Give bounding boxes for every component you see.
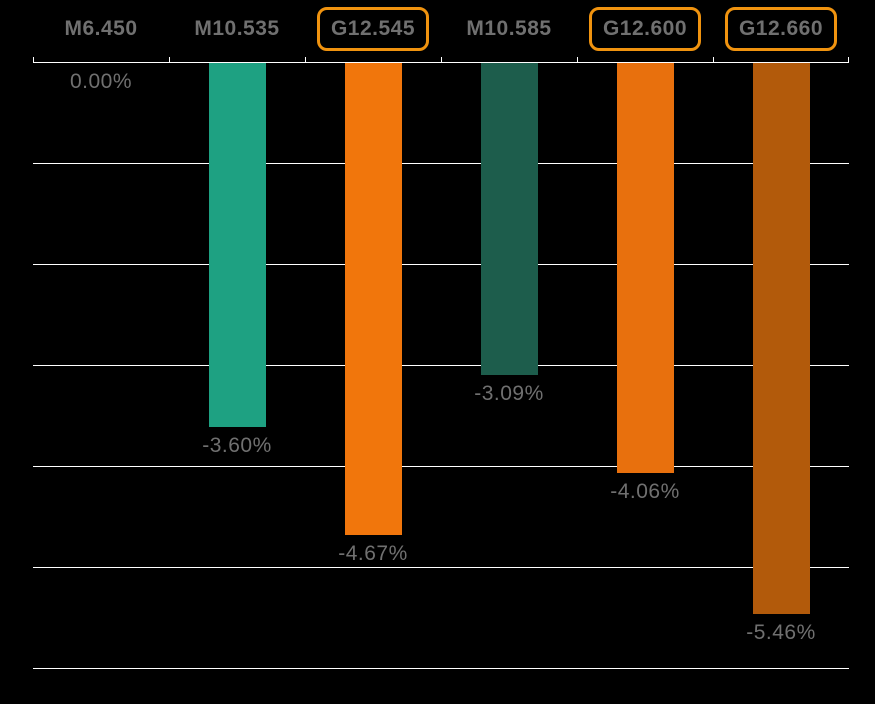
bar-value-label-M6.450: 0.00% (69, 70, 133, 93)
category-label-G12.600-highlighted: G12.600 (588, 7, 702, 51)
gridline (33, 365, 849, 366)
plot-area: 0.00% -3.60% -4.67% -3.09% -4.06% -5.46% (33, 57, 849, 669)
category-label-M6.450: M6.450 (64, 17, 138, 40)
axis-tick (577, 57, 578, 62)
category-label-G12.660-highlighted: G12.660 (724, 7, 838, 51)
category-cell: G12.660 (713, 0, 849, 58)
category-label-G12.545-highlighted: G12.545 (316, 7, 430, 51)
bar-value-label-G12.545: -4.67% (338, 541, 408, 565)
axis-tick (169, 57, 170, 62)
category-label-M10.585: M10.585 (466, 17, 552, 40)
category-cell: G12.600 (577, 0, 713, 58)
bar-M10.585 (480, 63, 538, 376)
category-cell: M10.585 (441, 0, 577, 58)
bar-value-label-G12.660: -5.46% (746, 621, 816, 645)
bar-value-label-G12.600: -4.06% (610, 480, 680, 504)
gridline (33, 466, 849, 467)
gridline (33, 668, 849, 669)
axis-tick (441, 57, 442, 62)
gridline (33, 567, 849, 568)
axis-tick (33, 57, 34, 62)
category-label-M10.535: M10.535 (194, 17, 280, 40)
axis-tick (305, 57, 306, 62)
bar-G12.545 (344, 63, 402, 535)
bar-value-label-M10.535: -3.60% (202, 433, 272, 457)
category-cell: M6.450 (33, 0, 169, 58)
bar-M10.535 (208, 63, 266, 427)
gridline (33, 163, 849, 164)
category-labels-row: M6.450 M10.535 G12.545 M10.585 G12.600 G12.66… (33, 0, 849, 58)
bar-value-label-M10.585: -3.09% (474, 382, 544, 406)
axis-tick (713, 57, 714, 62)
axis-tick (848, 57, 849, 62)
gridline (33, 264, 849, 265)
category-cell: G12.545 (305, 0, 441, 58)
bar-G12.660 (752, 63, 810, 615)
bar-G12.600 (616, 63, 674, 474)
x-axis-line (33, 62, 849, 63)
bar-chart: M6.450 M10.535 G12.545 M10.585 G12.600 G12.66… (33, 0, 849, 704)
category-cell: M10.535 (169, 0, 305, 58)
